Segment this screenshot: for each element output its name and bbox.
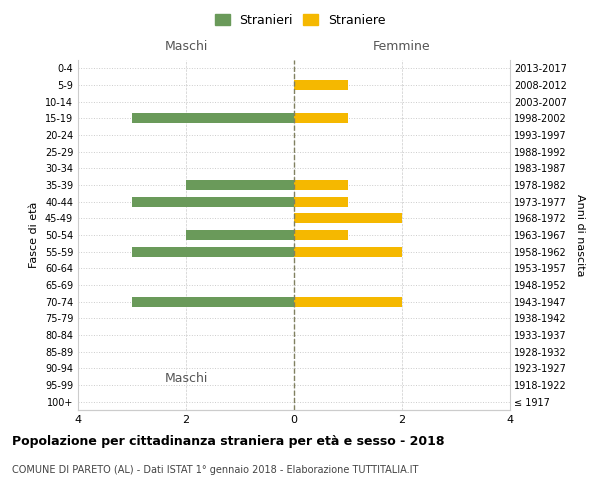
Text: Popolazione per cittadinanza straniera per età e sesso - 2018: Popolazione per cittadinanza straniera p…: [12, 435, 445, 448]
Bar: [294, 214, 402, 224]
Bar: [294, 114, 348, 124]
Bar: [294, 180, 348, 190]
Bar: [186, 230, 294, 240]
Text: Femmine: Femmine: [373, 40, 431, 53]
Bar: [132, 196, 294, 206]
Text: Maschi: Maschi: [164, 40, 208, 53]
Text: Maschi: Maschi: [164, 372, 208, 384]
Bar: [132, 246, 294, 256]
Text: COMUNE DI PARETO (AL) - Dati ISTAT 1° gennaio 2018 - Elaborazione TUTTITALIA.IT: COMUNE DI PARETO (AL) - Dati ISTAT 1° ge…: [12, 465, 418, 475]
Y-axis label: Fasce di età: Fasce di età: [29, 202, 39, 268]
Legend: Stranieri, Straniere: Stranieri, Straniere: [209, 8, 391, 32]
Bar: [294, 80, 348, 90]
Bar: [294, 296, 402, 306]
Bar: [132, 114, 294, 124]
Bar: [294, 246, 402, 256]
Bar: [294, 230, 348, 240]
Bar: [132, 296, 294, 306]
Bar: [294, 196, 348, 206]
Bar: [186, 180, 294, 190]
Y-axis label: Anni di nascita: Anni di nascita: [575, 194, 586, 276]
